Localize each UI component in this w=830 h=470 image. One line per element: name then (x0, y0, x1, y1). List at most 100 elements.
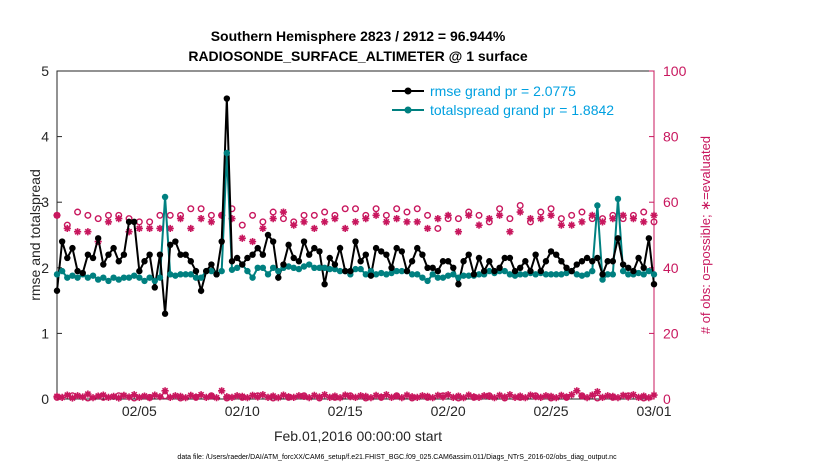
totalspread-point (58, 267, 66, 275)
obs-evaluated-marker (166, 224, 174, 233)
totalspread-point (398, 267, 406, 275)
obs-possible-marker (310, 211, 318, 219)
obs-evaluated-marker (609, 215, 617, 223)
totalspread-point (254, 264, 261, 271)
obs-possible-marker (506, 215, 514, 223)
obs-evaluated-marker (140, 392, 149, 400)
obs-evaluated-marker (501, 393, 509, 401)
obs-possible-marker (259, 218, 267, 226)
totalspread-point (573, 271, 581, 278)
obs-evaluated-marker (459, 394, 468, 402)
totalspread-point (547, 271, 555, 278)
obs-evaluated-marker (511, 393, 519, 401)
totalspread-point (424, 277, 431, 285)
obs-possible-marker (249, 211, 257, 219)
rmse-point (486, 258, 493, 265)
totalspread-point (609, 271, 617, 278)
rmse-point (203, 267, 210, 275)
obs-evaluated-marker (629, 391, 638, 399)
rmse-point (362, 251, 369, 258)
rmse-point (213, 271, 220, 278)
obs-evaluated-marker (650, 391, 658, 399)
obs-evaluated-marker (79, 393, 87, 401)
rmse-point (388, 264, 395, 271)
obs-evaluated-marker (300, 218, 308, 226)
obs-evaluated-marker (593, 388, 601, 396)
rmse-point (331, 261, 339, 268)
totalspread-point (388, 269, 395, 277)
obs-evaluated-marker (279, 391, 288, 399)
obs-evaluated-marker (418, 392, 427, 400)
obs-possible-marker (372, 205, 380, 213)
obs-evaluated-marker (557, 221, 565, 229)
obs-evaluated-marker (516, 392, 524, 400)
obs-evaluated-marker (429, 394, 437, 402)
y-axis-label: rmse and totalspread (27, 169, 43, 301)
obs-evaluated-marker (305, 394, 313, 402)
totalspread-point (136, 274, 143, 281)
y-axis-left: 0 1 2 3 4 5 (41, 63, 62, 407)
totalspread-point (516, 271, 524, 278)
obs-possible-marker (279, 215, 287, 223)
obs-evaluated-marker (393, 215, 401, 223)
obs-possible-marker (269, 208, 277, 216)
y-tick-label: 1 (41, 325, 49, 341)
obs-evaluated-marker (310, 224, 318, 233)
obs-evaluated-marker (321, 391, 329, 399)
totalspread-point (218, 267, 225, 275)
obs-evaluated-marker (279, 208, 288, 216)
obs-evaluated-marker (496, 391, 504, 399)
totalspread-point (321, 264, 328, 271)
totalspread-point (619, 267, 627, 275)
obs-evaluated-marker (104, 393, 113, 401)
rmse-point (573, 261, 581, 268)
obs-evaluated-marker (619, 391, 627, 399)
obs-evaluated-marker (63, 224, 71, 233)
totalspread-point (197, 274, 205, 281)
obs-evaluated-marker (382, 391, 390, 399)
obs-evaluated-marker (357, 392, 365, 400)
rmse-point (403, 267, 411, 275)
rmse-point (419, 251, 426, 258)
obs-evaluated-marker (341, 391, 349, 399)
obs-possible-marker (382, 211, 390, 219)
rmse-point (480, 267, 488, 275)
rmse-point (444, 258, 452, 265)
rmse-point (372, 244, 380, 252)
obs-evaluated-marker (624, 393, 632, 401)
rmse-point (352, 238, 359, 245)
obs-possible-marker (496, 205, 504, 213)
obs-evaluated-marker (274, 394, 282, 402)
totalspread-point (614, 195, 622, 203)
obs-evaluated-marker (490, 394, 499, 402)
obs-evaluated-marker (192, 393, 200, 401)
totalspread-point (367, 267, 375, 275)
y-tick-label: 2 (41, 260, 49, 276)
obs-possible-marker (640, 208, 648, 216)
totalspread-point (563, 269, 570, 277)
rmse-point (321, 281, 328, 288)
rmse-point (408, 258, 416, 265)
rmse-point (218, 238, 225, 245)
obs-evaluated-marker (110, 392, 118, 400)
totalspread-point (64, 274, 71, 281)
rmse-point (604, 258, 611, 265)
rmse-point (233, 254, 241, 262)
obs-evaluated-marker (73, 392, 82, 400)
totalspread-point (177, 271, 184, 278)
obs-possible-marker (424, 211, 432, 219)
totalspread-point (455, 274, 462, 281)
legend: rmse grand pr = 2.0775 totalspread grand… (392, 83, 614, 118)
obs-evaluated-marker (619, 211, 627, 219)
totalspread-point (578, 272, 586, 279)
x-tick-label: 02/05 (122, 403, 157, 419)
obs-evaluated-marker (120, 391, 128, 399)
obs-evaluated-marker (351, 218, 360, 226)
rmse-point (136, 267, 143, 275)
obs-evaluated-marker (434, 391, 442, 399)
totalspread-point (244, 267, 251, 275)
obs-evaluated-marker (578, 218, 586, 226)
obs-evaluated-marker (94, 392, 102, 400)
obs-possible-marker (315, 394, 323, 402)
totalspread-point (465, 272, 472, 279)
